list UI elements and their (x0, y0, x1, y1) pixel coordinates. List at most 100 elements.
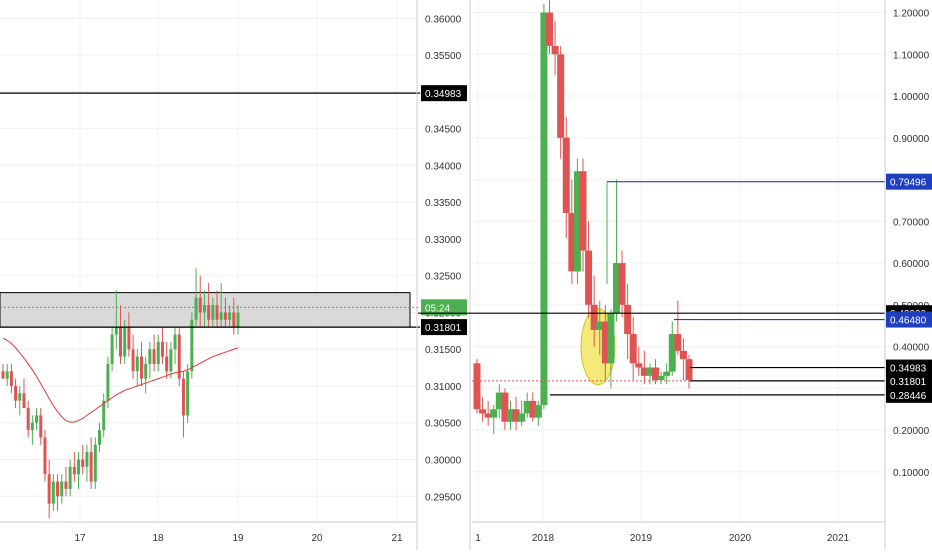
left-x-tick-label: 19 (232, 533, 244, 544)
left-candle-body (43, 437, 47, 475)
right-candle-body (679, 350, 687, 360)
left-y-tick-label: 0.33500 (425, 198, 462, 209)
right-candle-body (534, 405, 542, 418)
left-candle-body (18, 393, 22, 401)
right-candle-body (557, 54, 565, 138)
right-x-tick-label: 1 (475, 533, 481, 544)
right-candle-body (601, 321, 609, 364)
right-candle-body (635, 363, 643, 368)
left-candle-body (110, 334, 114, 364)
right-level-label-text: 0.46480 (890, 316, 927, 327)
left-candle-body (26, 408, 30, 431)
left-level-label: 0.31801 (421, 319, 467, 336)
right-level-label-bg (886, 173, 932, 190)
right-candle-body (590, 304, 598, 330)
right-level-label-bg (886, 386, 932, 403)
left-candle-body (39, 415, 43, 438)
left-candle-body (5, 371, 9, 379)
right-candle-body (579, 171, 587, 251)
left-candle-body (139, 356, 143, 379)
left-candle-body (119, 327, 122, 357)
left-candle-body (56, 481, 60, 497)
left-x-tick-label: 18 (152, 533, 164, 544)
left-candle-body (98, 430, 102, 445)
left-candle-body (106, 363, 110, 401)
right-candle-body (495, 392, 503, 410)
left-candle-body (81, 459, 85, 467)
left-candle-body (22, 393, 26, 409)
left-candle-body (198, 297, 202, 313)
left-level-label: 0.34983 (421, 85, 467, 102)
right-y-tick-label: 0.40000 (893, 343, 930, 354)
left-countdown-label-bg (421, 299, 467, 316)
left-y-tick-label: 0.36000 (425, 14, 462, 25)
left-candle-body (169, 349, 173, 372)
left-level-label-bg (421, 319, 467, 336)
left-candle-body (93, 444, 97, 482)
left-candle-body (77, 459, 81, 475)
right-candle-body (484, 413, 492, 418)
right-x-tick-label: 2020 (729, 533, 752, 544)
left-candle-body (148, 349, 152, 364)
right-candle-body (529, 400, 537, 418)
left-x-tick-label: 17 (74, 533, 86, 544)
left-countdown-label: 05:24 (421, 299, 467, 316)
left-candle-body (127, 327, 131, 350)
right-candle-body (518, 413, 526, 422)
left-candle-body (64, 481, 68, 489)
right-level-label: 0.79496 (886, 173, 932, 190)
right-candle-body (674, 334, 682, 351)
right-x-tick-label: 2021 (827, 533, 850, 544)
right-candle-body (551, 45, 559, 55)
left-candle-body (165, 356, 169, 372)
left-candle-body (68, 466, 72, 489)
left-candle-body (190, 319, 194, 372)
left-y-tick-label: 0.33000 (425, 235, 462, 246)
right-y-tick-label: 0.60000 (893, 259, 930, 270)
right-candle-body (562, 137, 570, 213)
left-y-tick-label: 0.31000 (425, 382, 462, 393)
right-y-tick-label: 0.90000 (893, 134, 930, 145)
right-candle-body (607, 313, 615, 364)
left-countdown-label-text: 05:24 (425, 303, 450, 314)
left-candle-body (211, 305, 215, 320)
left-candle-body (9, 371, 13, 386)
left-candle-body (219, 312, 223, 320)
right-chart: 1.200001.100001.000000.900000.800000.700… (472, 0, 932, 544)
left-candle-body (131, 349, 135, 372)
left-candle-body (232, 312, 236, 328)
right-candle-body (473, 363, 481, 410)
left-y-tick-label: 0.34500 (425, 125, 462, 136)
left-candle-body (177, 334, 181, 379)
right-candle-body (523, 400, 531, 414)
right-candle-body (663, 371, 671, 376)
right-level-label-bg (886, 311, 932, 328)
left-candle-body (173, 334, 177, 350)
right-level-label: 0.28446 (886, 386, 932, 403)
right-candle-body (490, 409, 498, 418)
left-y-tick-label: 0.34000 (425, 161, 462, 172)
left-candle-body (215, 305, 219, 320)
left-candle-body (114, 327, 118, 335)
left-candle-body (30, 422, 34, 431)
left-candle-body (202, 305, 206, 313)
left-candle-body (152, 349, 156, 364)
left-y-tick-label: 0.32500 (425, 272, 462, 283)
left-candle-body (144, 363, 148, 379)
left-candle-body (135, 356, 139, 372)
right-candle-body (624, 304, 632, 335)
right-level-label-bg (886, 359, 932, 376)
right-level-label: 0.46480 (886, 311, 932, 328)
right-candle-body (640, 367, 648, 376)
left-candle-body (85, 452, 89, 467)
right-candle-body (512, 409, 520, 422)
left-candle-body (181, 378, 185, 416)
left-moving-average-line (2, 337, 239, 423)
left-candle-body (14, 385, 18, 401)
right-x-tick-label: 2018 (532, 533, 555, 544)
left-x-tick-label: 21 (391, 533, 403, 544)
right-level-label-text: 0.79496 (890, 178, 927, 189)
right-candle-body (685, 359, 693, 381)
left-candle-body (228, 312, 232, 320)
